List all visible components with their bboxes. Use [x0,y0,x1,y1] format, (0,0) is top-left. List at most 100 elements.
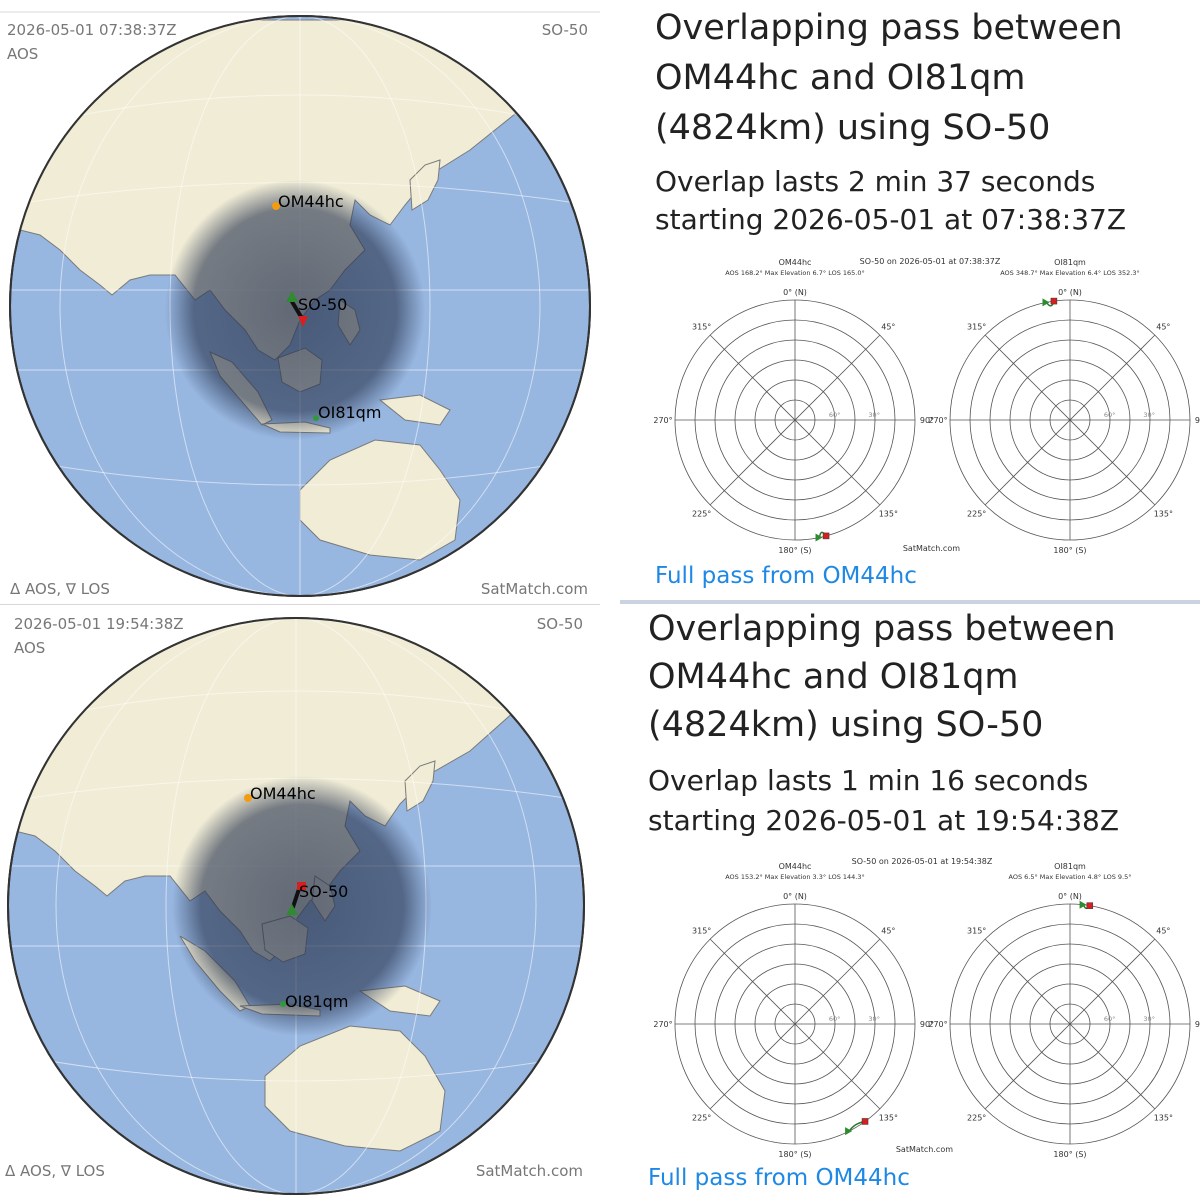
map-legend: Δ AOS, ∇ LOS [5,1162,105,1180]
map-satellite-name: SO-50 [536,615,583,633]
polar-label-ring30: 30° [868,411,880,419]
polar-label-w: 270° [928,416,947,425]
pass-info-panel-2: Overlapping pass between OM44hc and OI81… [620,606,1200,1200]
station-b-label: OI81qm [285,992,348,1011]
map-timestamp: 2026-05-01 19:54:38Z [14,615,184,633]
polar-label-nw: 315° [692,927,711,936]
polar-pass-chart: SO-50 on 2026-05-01 at 07:38:37Z SatMatc… [653,257,1200,555]
polar-label-sw: 225° [692,509,711,518]
polar-label-ne: 45° [1156,927,1170,936]
polar-label-sw: 225° [967,509,986,518]
land-new-guinea [378,394,451,426]
los-marker [297,882,306,890]
polar-chart-credit: SatMatch.com [903,544,960,553]
globe-map-panel-1: OM44hc OI81qm SO-50 2026-05-01 07:38:37Z… [0,0,600,600]
polar-label-s: 180° (S) [1053,1150,1086,1159]
polar-label-ne: 45° [881,323,895,332]
horizontal-divider [620,600,1200,604]
station-b-dot [280,1001,286,1007]
map-satellite-name: SO-50 [541,21,588,39]
full-pass-link[interactable]: Full pass from OM44hc [655,563,917,589]
polar-chart-header: SO-50 on 2026-05-01 at 19:54:38Z [852,857,993,866]
coverage-footprint [172,776,432,1036]
map-credit: SatMatch.com [475,1162,583,1180]
polar-label-nw: 315° [967,927,986,936]
station-a-label: OM44hc [278,192,344,211]
polar-pass-stats: AOS 348.7° Max Elevation 6.4° LOS 352.3° [1000,269,1140,277]
polar-label-se: 135° [879,509,898,518]
polar-label-e: 90° [1195,416,1200,425]
los-marker [298,316,308,327]
map-event: AOS [7,45,39,63]
globe-map: OM44hc OI81qm SO-50 [0,11,600,597]
polar-los-marker [861,1118,869,1125]
satellite-label: SO-50 [298,295,347,314]
polar-label-se: 135° [1154,1113,1173,1122]
polar-chart-credit: SatMatch.com [896,1145,953,1154]
land-japan [409,159,441,211]
polar-label-w: 270° [653,416,672,425]
station-a-label: OM44hc [250,784,316,803]
polar-label-ring30: 30° [1143,1015,1155,1023]
map-event: AOS [14,639,46,657]
map-credit: SatMatch.com [480,580,588,598]
polar-label-ring30: 30° [868,1015,880,1023]
overlap-duration: Overlap lasts 1 min 16 seconds [648,764,1089,797]
station-a-dot [244,794,252,802]
pass-title-line-2: OM44hc and OI81qm [655,58,1026,98]
polar-station-name: OI81qm [1054,862,1086,871]
land-australia [299,439,461,561]
polar-label-n: 0° (N) [783,892,807,901]
polar-label-e: 90° [920,1020,934,1029]
polar-label-ring60: 60° [1104,1015,1116,1023]
pass-title-line-2: OM44hc and OI81qm [648,657,1019,697]
satellite-label: SO-50 [299,882,348,901]
polar-label-se: 135° [879,1113,898,1122]
polar-label-s: 180° (S) [778,1150,811,1159]
polar-spoke [709,334,881,506]
pass-title-line-3: (4824km) using SO-50 [648,705,1044,745]
polar-label-n: 0° (N) [1058,288,1082,297]
polar-label-ring60: 60° [1104,411,1116,419]
polar-label-sw: 225° [692,1113,711,1122]
polar-label-ring60: 60° [829,411,841,419]
polar-station-name: OM44hc [779,258,812,267]
polar-los-marker [1086,902,1094,909]
polar-aos-marker [845,1127,853,1136]
polar-label-ne: 45° [881,927,895,936]
polar-aos-marker [815,533,823,542]
aos-marker [286,291,298,302]
polar-label-nw: 315° [692,323,711,332]
polar-label-s: 180° (S) [778,546,811,555]
aos-marker [286,904,298,915]
polar-station-name: OM44hc [779,862,812,871]
polar-aos-marker [1042,298,1050,307]
polar-label-e: 90° [920,416,934,425]
overlap-start: starting 2026-05-01 at 19:54:38Z [648,804,1120,837]
full-pass-link[interactable]: Full pass from OM44hc [648,1165,910,1191]
polar-label-nw: 315° [967,323,986,332]
pass-title-line-3: (4824km) using SO-50 [655,108,1051,148]
pass-info-panel-1: Overlapping pass between OM44hc and OI81… [620,0,1200,600]
pass-title-line-1: Overlapping pass between [655,8,1123,48]
overlap-start: starting 2026-05-01 at 07:38:37Z [655,203,1127,236]
polar-pass-stats: AOS 168.2° Max Elevation 6.7° LOS 165.0° [725,269,865,277]
polar-label-w: 270° [653,1020,672,1029]
polar-aos-marker [1079,900,1087,909]
polar-label-ne: 45° [1156,323,1170,332]
map-timestamp: 2026-05-01 07:38:37Z [7,21,177,39]
polar-los-marker [822,532,830,540]
pass-title-line-1: Overlapping pass between [648,609,1116,649]
polar-spoke [984,938,1156,1110]
land-japan [404,760,436,812]
map-legend: Δ AOS, ∇ LOS [10,580,110,598]
station-a-dot [272,202,280,210]
station-b-dot [313,415,319,421]
polar-label-n: 0° (N) [783,288,807,297]
overlap-duration: Overlap lasts 2 min 37 seconds [655,165,1096,198]
polar-pass-chart: SO-50 on 2026-05-01 at 19:54:38Z SatMatc… [653,857,1200,1159]
polar-spoke [984,334,1156,506]
globe-map: OM44hc OI81qm SO-50 [7,617,585,1195]
polar-chart-header: SO-50 on 2026-05-01 at 07:38:37Z [860,257,1001,266]
polar-label-n: 0° (N) [1058,892,1082,901]
